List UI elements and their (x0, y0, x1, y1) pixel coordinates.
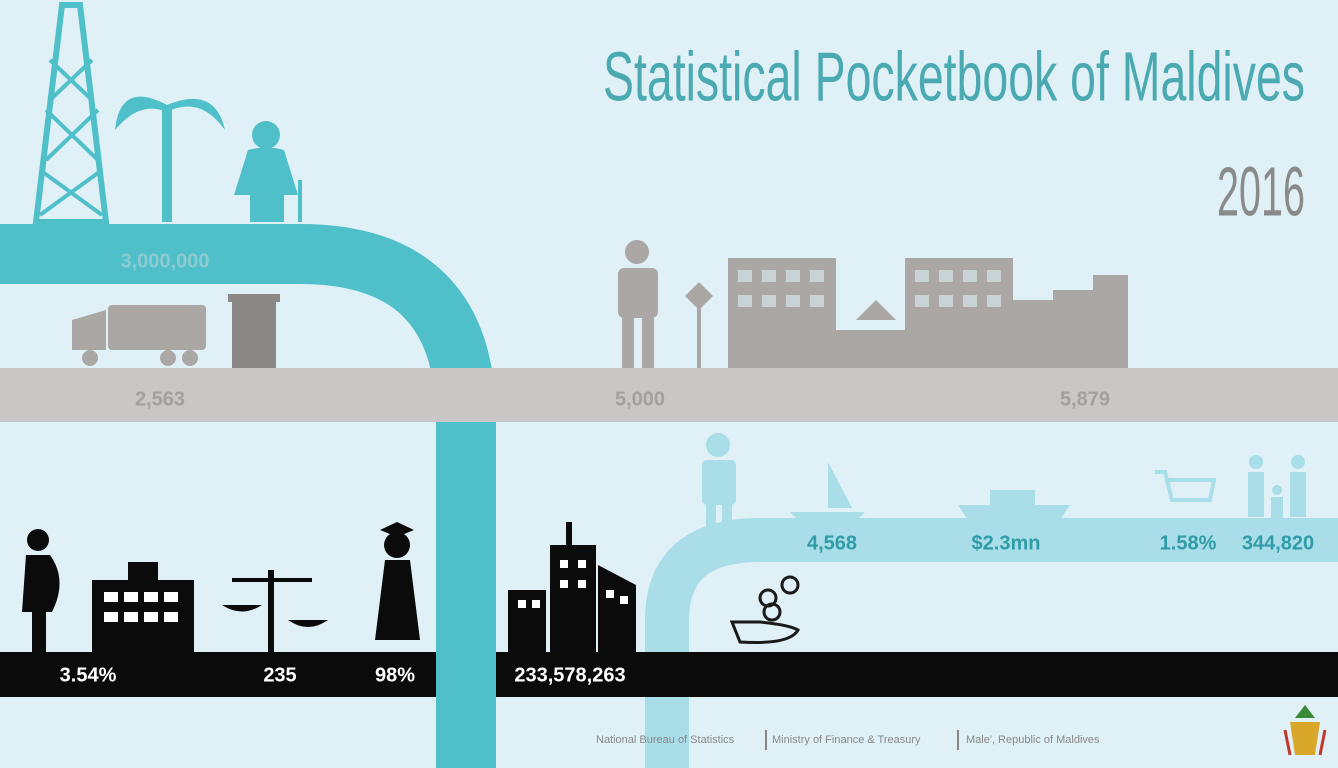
title: Statistical Pocketbook of Maldives (603, 37, 1305, 115)
footer-item: Male', Republic of Maldives (966, 734, 1100, 746)
black-label: 235 (263, 664, 296, 686)
gray-band (0, 368, 1338, 422)
light-label: 4,568 (807, 532, 857, 554)
footer-item: National Bureau of Statistics (596, 734, 735, 746)
black-label: 98% (375, 664, 415, 686)
footer-item: Ministry of Finance & Treasury (772, 734, 921, 746)
teal-label: 3,000,000 (121, 250, 210, 272)
black-label: 3.54% (60, 664, 117, 686)
gray-label: 2,563 (135, 388, 185, 410)
teal-crossing (436, 652, 496, 697)
year: 2016 (1217, 152, 1305, 230)
light-label: 1.58% (1160, 532, 1217, 554)
infographic: Statistical Pocketbook of Maldives 2016 … (0, 0, 1338, 768)
gray-label: 5,000 (615, 388, 665, 410)
gray-label: 5,879 (1060, 388, 1110, 410)
light-label: $2.3mn (972, 532, 1041, 554)
light-label: 344,820 (1242, 532, 1314, 554)
black-label: 233,578,263 (514, 664, 625, 686)
separator (957, 730, 959, 750)
black-band (0, 652, 1338, 697)
separator (765, 730, 767, 750)
